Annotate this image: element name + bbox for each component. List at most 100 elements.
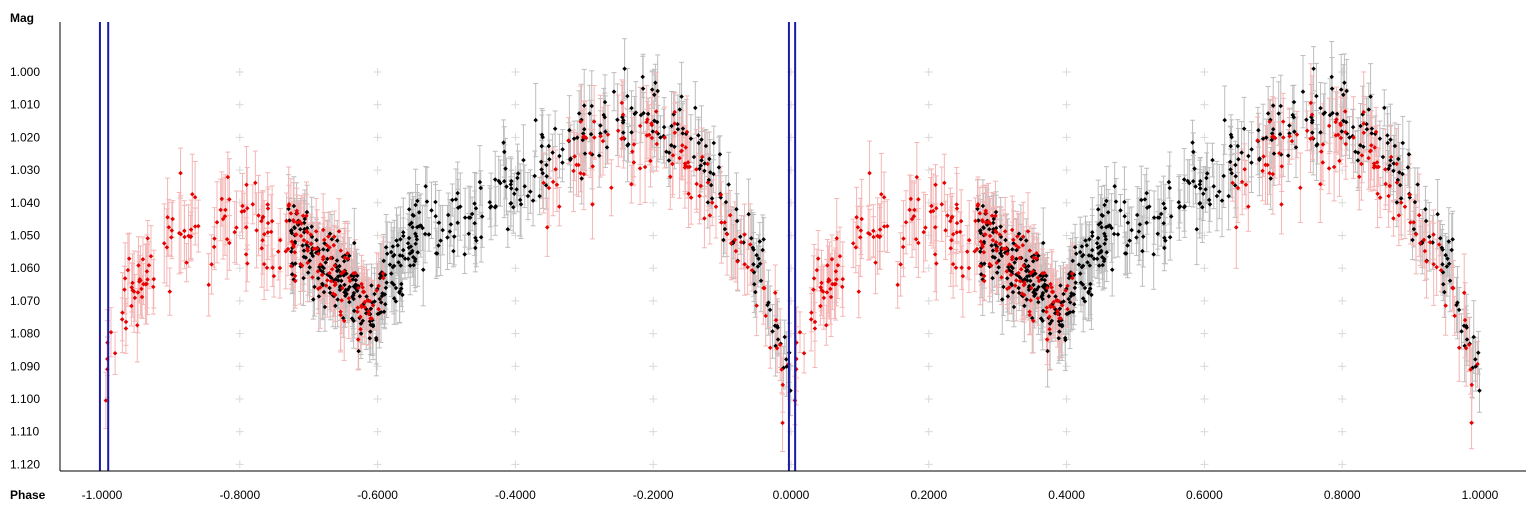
data-point: [525, 193, 531, 199]
data-point: [244, 182, 249, 188]
data-point: [1210, 157, 1215, 163]
grid-cross: [235, 460, 244, 469]
y-tick-labels: 1.000 1.010 1.020 1.030 1.040 1.050 1.060 1.070…: [10, 65, 40, 471]
data-point: [1140, 248, 1145, 254]
data-point: [1459, 329, 1464, 334]
data-point: [1233, 173, 1238, 179]
data-point: [609, 185, 614, 191]
data-point: [898, 262, 903, 267]
data-point: [1109, 267, 1115, 273]
data-point: [1300, 89, 1306, 94]
data-point: [571, 168, 576, 174]
x-tick-label: 0.2000: [910, 488, 947, 502]
data-point: [726, 182, 731, 187]
x-tick-label: -1.0000: [82, 488, 123, 502]
data-point: [605, 132, 611, 137]
data-point: [711, 140, 717, 146]
data-point: [560, 160, 565, 165]
data-point: [1287, 123, 1292, 128]
grid-cross: [511, 133, 520, 142]
data-point: [1326, 166, 1332, 171]
data-point: [811, 276, 817, 281]
data-point: [504, 184, 509, 189]
data-point: [206, 282, 211, 288]
y-axis-title: Mag: [10, 11, 34, 25]
data-point: [622, 66, 627, 72]
data-point: [867, 170, 872, 176]
data-point: [724, 232, 730, 237]
data-point: [1194, 226, 1200, 232]
data-point: [123, 319, 129, 325]
grid-layer: [235, 68, 1347, 469]
data-point: [939, 202, 945, 207]
data-point: [451, 248, 456, 254]
data-point: [1214, 193, 1220, 199]
grid-cross: [373, 427, 382, 436]
data-point: [1249, 160, 1254, 165]
data-point: [900, 244, 906, 250]
data-point: [1280, 119, 1286, 124]
data-point: [264, 265, 270, 271]
data-point: [1350, 124, 1356, 130]
grid-cross: [1338, 296, 1347, 305]
data-point: [1140, 234, 1146, 239]
grid-cross: [235, 395, 244, 403]
data-point: [557, 204, 562, 209]
data-point: [1211, 184, 1217, 189]
data-point: [420, 267, 426, 273]
data-point: [269, 218, 275, 224]
y-tick-label: 1.010: [10, 98, 40, 112]
data-point: [245, 206, 250, 211]
data-point: [1190, 140, 1195, 145]
data-point: [383, 244, 389, 250]
grid-cross: [1062, 100, 1071, 109]
data-point: [1249, 147, 1254, 152]
x-tick-label: 0.8000: [1324, 488, 1361, 502]
grid-cross: [235, 133, 244, 142]
data-point: [699, 137, 704, 142]
y-tick-label: 1.000: [10, 65, 40, 79]
grid-cross: [511, 329, 520, 338]
data-point: [1380, 154, 1386, 160]
grid-cross: [1200, 264, 1209, 273]
data-point: [702, 168, 707, 174]
grid-cross: [1062, 427, 1071, 436]
data-point: [686, 191, 691, 197]
data-point: [515, 175, 520, 181]
data-point: [916, 240, 921, 246]
data-point: [178, 170, 183, 176]
data-point: [767, 345, 773, 351]
data-point: [517, 197, 523, 203]
data-point: [1236, 156, 1241, 162]
data-point: [539, 143, 544, 149]
data-point: [713, 204, 719, 209]
data-point: [1329, 86, 1335, 91]
data-point: [448, 222, 454, 227]
data-point: [533, 117, 538, 123]
data-point: [933, 224, 938, 230]
data-point: [182, 234, 187, 240]
x-tick-label: -0.6000: [357, 488, 398, 502]
data-point: [1197, 182, 1203, 187]
data-point: [615, 128, 621, 134]
data-point: [250, 202, 256, 207]
data-point: [462, 215, 468, 220]
grid-cross: [511, 427, 520, 436]
grid-cross: [924, 329, 933, 338]
data-point: [547, 156, 552, 162]
data-point: [182, 228, 187, 234]
data-point: [801, 351, 807, 356]
grid-cross: [649, 264, 658, 273]
data-point: [1441, 282, 1446, 287]
data-point: [1201, 191, 1206, 196]
grid-cross: [511, 231, 520, 240]
data-point: [954, 230, 960, 235]
grid-cross: [1338, 427, 1347, 436]
grid-cross: [1200, 296, 1209, 305]
data-point: [1204, 175, 1209, 181]
grid-cross: [1062, 133, 1071, 142]
data-point: [957, 229, 963, 235]
data-point: [462, 252, 467, 257]
x-axis-title: Phase: [10, 488, 46, 502]
data-point: [661, 124, 667, 130]
